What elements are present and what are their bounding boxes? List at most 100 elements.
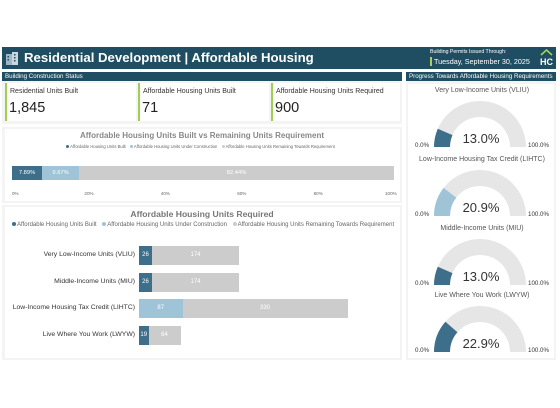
chart2-title: Affordable Housing Units Required — [130, 209, 274, 219]
building-icon — [6, 52, 18, 65]
chart1-legend: Affordable Housing Units Built Affordabl… — [12, 144, 392, 149]
gauge-min: 0.0% — [415, 347, 430, 354]
legend-item-under-construction: Affordable Housing Units Under Construct… — [129, 144, 218, 149]
x-tick-label: 100% — [385, 191, 397, 196]
category-label: Very Low-Income Units (VLIU) — [43, 251, 135, 258]
gauge-title: Very Low-Income Units (VLIU) — [434, 87, 530, 94]
gauge-arc — [434, 170, 526, 216]
kpi-label: Affordable Housing Units Built — [143, 88, 236, 95]
category-label: Live Where You Work (LWYW) — [42, 330, 135, 338]
gauge-title: Live Where You Work (LWYW) — [434, 292, 530, 299]
data-label: 26 — [142, 278, 149, 285]
data-label: 9.67% — [52, 170, 69, 176]
kpi-residential-units: Residential Units Built 1,845 — [5, 83, 136, 121]
chart1-card — [5, 129, 400, 201]
hc-logo: HC — [540, 49, 553, 67]
gauge-track — [434, 306, 526, 352]
kpi-label: Residential Units Built — [10, 88, 79, 95]
gauge-value: 13.0% — [462, 269, 500, 284]
data-label: 82.44% — [226, 170, 247, 176]
bar-segment — [148, 325, 181, 345]
x-tick-label: 20% — [84, 191, 94, 196]
kpi-value: 1,845 — [9, 100, 46, 116]
kpi-label: Affordable Housing Units Required — [276, 88, 384, 95]
data-label: 7.89% — [18, 170, 36, 176]
data-label: 174 — [190, 278, 201, 285]
page-title: Residential Development | Affordable Hou… — [24, 50, 314, 65]
gauge-fill — [434, 321, 458, 352]
legend-label: Affordable Housing Units Remaining Towar… — [225, 144, 335, 149]
logo-text: HC — [540, 57, 553, 67]
construction-status-header: Building Construction Status — [2, 72, 402, 81]
gauge-title: Low-Income Housing Tax Credit (LIHTC) — [419, 156, 545, 163]
data-label: 174 — [190, 252, 201, 258]
bar-segment — [12, 166, 43, 180]
legend-item-remaining: Affordable Housing Units Remaining Towar… — [232, 222, 395, 228]
legend-label: Affordable Housing Units Under Construct… — [133, 144, 218, 149]
legend-item-under-construction: Affordable Housing Units Under Construct… — [102, 222, 227, 228]
gauge-max: 100.0% — [528, 211, 549, 218]
gauge-fill — [434, 128, 453, 147]
gauge-max: 100.0% — [528, 142, 549, 149]
legend-label: Affordable Housing Units Under Construct… — [107, 222, 227, 228]
x-tick-label: 40% — [160, 191, 170, 196]
chart1-title: Affordable Housing Units Built vs Remain… — [79, 131, 325, 140]
data-label: 330 — [259, 305, 270, 311]
gauge-fill — [434, 266, 453, 285]
legend-label: Affordable Housing Units Remaining Towar… — [237, 222, 395, 228]
gauge-arc — [434, 239, 526, 285]
bar-segment — [42, 166, 80, 180]
gauge-arc — [434, 101, 526, 147]
bar-segment — [152, 272, 239, 292]
data-label: 26 — [142, 252, 149, 258]
kpi-affordable-required: Affordable Housing Units Required 900 — [271, 83, 400, 121]
gauge-track — [434, 170, 526, 216]
legend-dot — [221, 145, 225, 149]
permits-date: Tuesday, September 30, 2025 — [434, 57, 530, 66]
gauge-max: 100.0% — [528, 280, 549, 287]
x-tick-label: 60% — [237, 191, 247, 196]
progress-header: Progress Towards Affordable Housing Requ… — [406, 72, 556, 81]
kpi-affordable-built: Affordable Housing Units Built 71 — [138, 83, 269, 121]
bar-segment — [139, 272, 152, 292]
gauge-track — [434, 101, 526, 147]
gauge-arc — [434, 306, 526, 352]
kpi-value: 900 — [275, 100, 300, 116]
bar-segment — [182, 299, 348, 318]
x-tick-label: 80% — [313, 191, 323, 196]
date-accent — [430, 57, 432, 66]
gauge-min: 0.0% — [415, 142, 430, 149]
legend-dot — [232, 222, 237, 227]
legend-dot — [66, 145, 70, 149]
header-bar: Residential Development | Affordable Hou… — [2, 47, 556, 69]
gauge-value: 22.9% — [462, 336, 500, 351]
gauge-min: 0.0% — [415, 280, 430, 287]
legend-dot — [129, 145, 133, 149]
gauge-value: 20.9% — [462, 200, 500, 215]
gauge-min: 0.0% — [415, 211, 430, 218]
bar-segment — [139, 325, 149, 345]
data-label: 64 — [161, 331, 168, 338]
gauge-track — [434, 239, 526, 285]
legend-label: Affordable Housing Units Built — [17, 222, 97, 228]
gauge-value: 13.0% — [462, 131, 500, 146]
data-label: 87 — [157, 305, 165, 311]
bar-segment — [139, 246, 152, 265]
gauge-fill — [434, 187, 457, 216]
legend-item-built: Affordable Housing Units Built — [66, 144, 126, 149]
gauge-max: 100.0% — [528, 347, 549, 354]
bar-segment — [79, 166, 394, 180]
legend-item-remaining: Affordable Housing Units Remaining Towar… — [221, 144, 335, 149]
bar-segment — [139, 299, 183, 318]
legend-label: Affordable Housing Units Built — [70, 144, 126, 149]
gauge-title: Middle-Income Units (MIU) — [440, 225, 524, 232]
data-label: 19 — [140, 331, 148, 338]
category-label: Low-Income Housing Tax Credit (LIHTC) — [12, 304, 135, 311]
chart2-legend: Affordable Housing Units Built Affordabl… — [12, 222, 395, 228]
x-tick-label: 0% — [12, 191, 19, 196]
kpi-value: 71 — [142, 100, 159, 116]
legend-item-built: Affordable Housing Units Built — [12, 222, 97, 228]
legend-dot — [102, 222, 107, 227]
bar-segment — [152, 246, 239, 265]
